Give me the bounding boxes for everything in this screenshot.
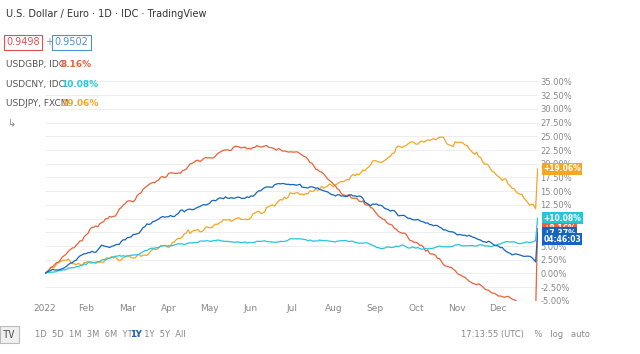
Text: USDCNY, IDC: USDCNY, IDC	[6, 80, 65, 88]
Text: 10.08%: 10.08%	[61, 80, 98, 88]
Text: 19.06%: 19.06%	[61, 99, 98, 108]
Text: 8.16%: 8.16%	[61, 60, 92, 69]
Text: 04:46:03: 04:46:03	[543, 235, 581, 244]
Text: 0.9498: 0.9498	[6, 37, 40, 47]
Text: 1Y: 1Y	[130, 330, 142, 339]
Text: +: +	[45, 37, 52, 47]
Text: +10.08%: +10.08%	[543, 214, 581, 223]
Text: 1D  5D  1M  3M  6M  YTD  1Y  5Y  All: 1D 5D 1M 3M 6M YTD 1Y 5Y All	[35, 330, 186, 339]
Text: USDGBP, IDC: USDGBP, IDC	[6, 60, 65, 69]
Text: +7.37%: +7.37%	[543, 229, 576, 238]
Text: 0.9502: 0.9502	[54, 37, 88, 47]
Text: +8.16%: +8.16%	[543, 224, 576, 233]
Text: 17:13:55 (UTC)    %   log   auto: 17:13:55 (UTC) % log auto	[461, 330, 589, 339]
Text: USDJPY, FXCM: USDJPY, FXCM	[6, 99, 69, 108]
Text: ↳: ↳	[8, 119, 16, 129]
Text: U.S. Dollar / Euro · 1D · IDC · TradingView: U.S. Dollar / Euro · 1D · IDC · TradingV…	[6, 9, 207, 19]
Text: +19.06%: +19.06%	[543, 164, 581, 173]
Text: TV: TV	[3, 330, 16, 339]
